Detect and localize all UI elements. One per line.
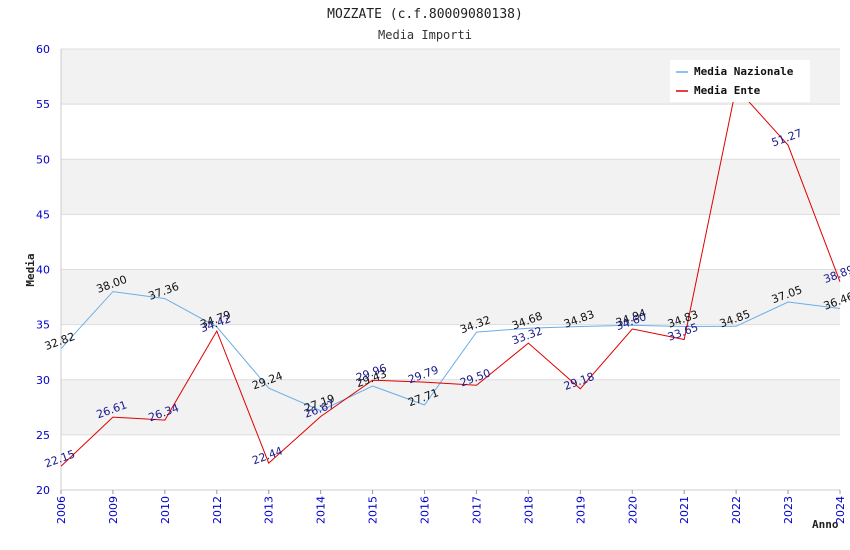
x-tick-label: 2024 [834, 496, 847, 524]
x-tick-label: 2013 [263, 496, 276, 524]
legend-label-ente: Media Ente [694, 84, 761, 97]
x-axis-ticks: 2006 2009 2010 2012 2013 2014 2015 2016 2017 2018… [55, 490, 847, 524]
x-tick-label: 2010 [159, 496, 172, 524]
y-tick-label: 55 [36, 98, 50, 111]
y-tick-label: 35 [36, 319, 50, 332]
plot-band [61, 159, 840, 215]
series-line-nazionale [60, 291, 841, 412]
y-tick-label: 25 [36, 429, 50, 442]
x-axis-label: Anno [812, 518, 839, 531]
legend: Media Nazionale Media Ente [670, 60, 810, 102]
x-tick-label: 2014 [315, 496, 328, 524]
y-tick-label: 30 [36, 374, 50, 387]
y-axis-label: Media [24, 253, 37, 286]
y-tick-label: 45 [36, 208, 50, 221]
y-tick-label: 40 [36, 264, 50, 277]
x-tick-label: 2021 [678, 496, 691, 524]
y-tick-label: 60 [36, 43, 50, 56]
y-tick-label: 50 [36, 153, 50, 166]
x-tick-label: 2023 [782, 496, 795, 524]
chart-series [60, 86, 841, 467]
plot-band [61, 269, 840, 325]
x-tick-label: 2012 [211, 496, 224, 524]
gridlines [60, 48, 840, 491]
x-tick-label: 2009 [107, 496, 120, 524]
x-tick-label: 2006 [55, 496, 68, 524]
chart-title: MOZZATE (c.f.80009080138) [327, 7, 523, 22]
legend-label-nazionale: Media Nazionale [694, 65, 794, 78]
x-tick-label: 2019 [574, 496, 587, 524]
y-tick-label: 20 [36, 484, 50, 497]
chart-subtitle: Media Importi [378, 28, 472, 42]
x-tick-label: 2017 [470, 496, 483, 524]
x-tick-label: 2015 [367, 496, 380, 524]
plot-band [61, 379, 840, 435]
x-tick-label: 2020 [626, 496, 639, 524]
x-tick-label: 2018 [522, 496, 535, 524]
y-axis-ticks: 20 25 30 35 40 45 50 55 60 [36, 43, 50, 497]
legend-box [670, 60, 810, 102]
x-tick-label: 2016 [419, 496, 432, 524]
x-tick-label: 2022 [730, 496, 743, 524]
series-line-ente [60, 86, 841, 467]
